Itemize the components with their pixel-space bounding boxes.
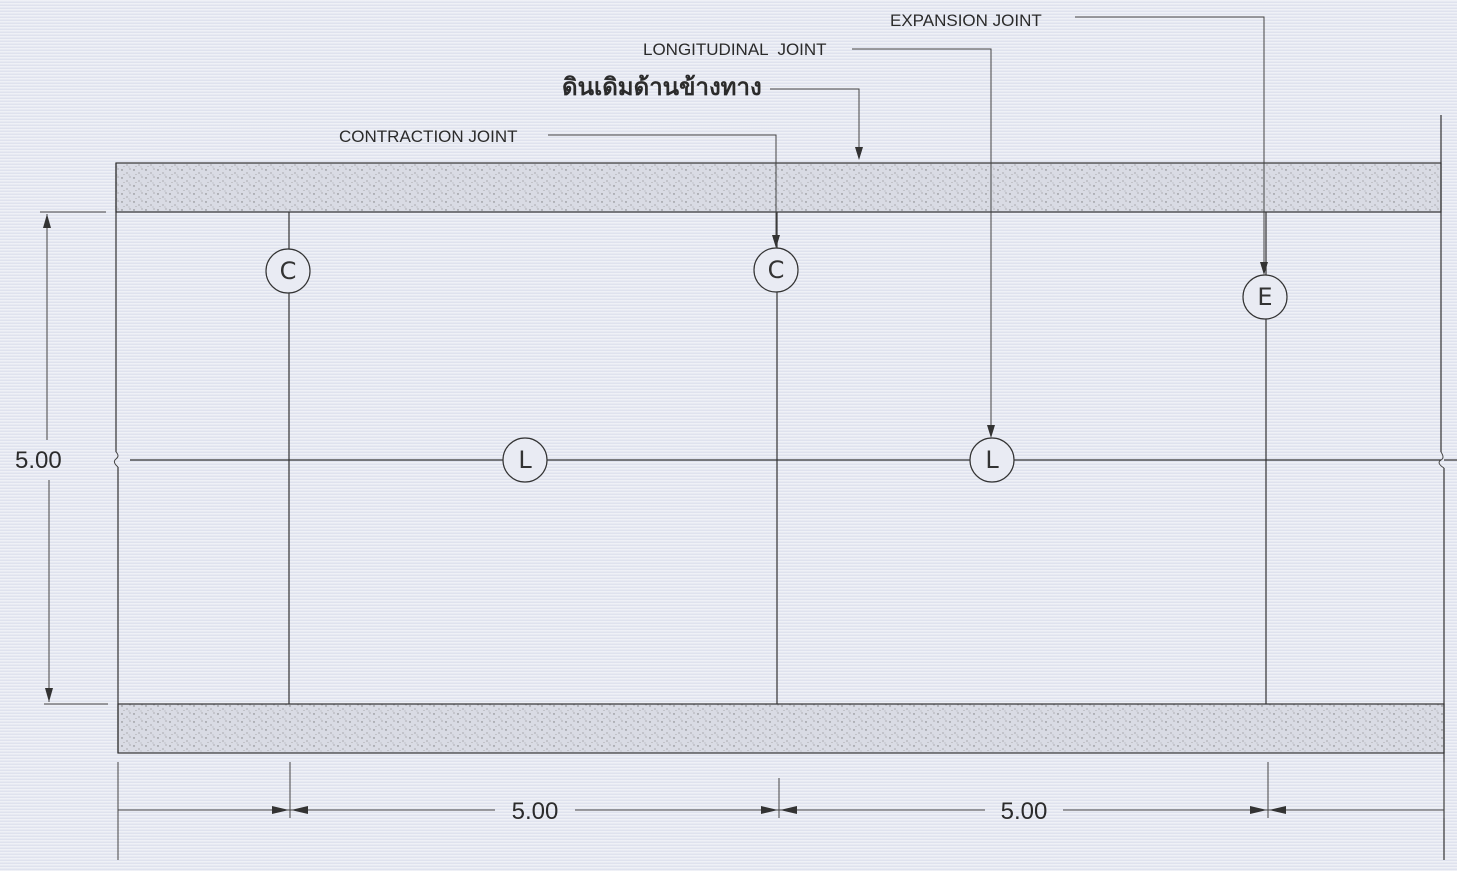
longitudinal-joint-symbol-1: L	[518, 446, 532, 474]
width-dimension-value: 5.00	[15, 447, 62, 474]
break-mark-left	[113, 451, 119, 468]
longitudinal-joint-label: LONGITUDINAL JOINT	[643, 40, 827, 59]
longitudinal-joint-symbol-circle-2	[969, 437, 1015, 483]
contraction-joint-label: CONTRACTION JOINT	[339, 127, 518, 146]
existing-ground-arrow	[855, 147, 863, 160]
existing-ground-strip-bottom	[117, 703, 1445, 754]
longitudinal-joint-leader	[852, 48, 992, 430]
contraction-joint-symbol-1: C	[280, 257, 297, 285]
expansion-joint-symbol-circle	[1242, 274, 1288, 320]
existing-ground-label: ดินเดิมด้านข้างทาง	[562, 73, 762, 101]
width-dim-arrow-top	[43, 214, 51, 228]
length-dim-arrow-1	[272, 806, 289, 814]
slab-length-1-value: 5.00	[512, 798, 559, 825]
longitudinal-joint-arrow	[987, 425, 995, 438]
contraction-joint-symbol-circle-1	[265, 248, 311, 294]
slab-length-2-value: 5.00	[1001, 798, 1048, 825]
contraction-joint-symbol-2: C	[768, 256, 785, 284]
expansion-joint-symbol: E	[1257, 283, 1272, 311]
contraction-joint-leader	[548, 134, 777, 240]
existing-ground-leader	[770, 88, 860, 150]
width-dim-arrow-bottom	[45, 688, 53, 702]
expansion-joint-leader	[1075, 16, 1265, 268]
longitudinal-joint-symbol-2: L	[985, 446, 999, 474]
length-dim-arrow-2	[291, 806, 308, 814]
expansion-joint-arrow	[1260, 262, 1268, 275]
length-dim-arrow-3	[761, 806, 778, 814]
expansion-joint-label: EXPANSION JOINT	[890, 11, 1042, 30]
longitudinal-joint-symbol-circle-1	[502, 437, 548, 483]
length-dim-arrow-4	[780, 806, 797, 814]
contraction-joint-arrow	[772, 235, 780, 248]
length-dim-arrow-6	[1269, 806, 1286, 814]
length-dim-arrow-5	[1250, 806, 1267, 814]
existing-ground-strip-top	[115, 162, 1442, 213]
